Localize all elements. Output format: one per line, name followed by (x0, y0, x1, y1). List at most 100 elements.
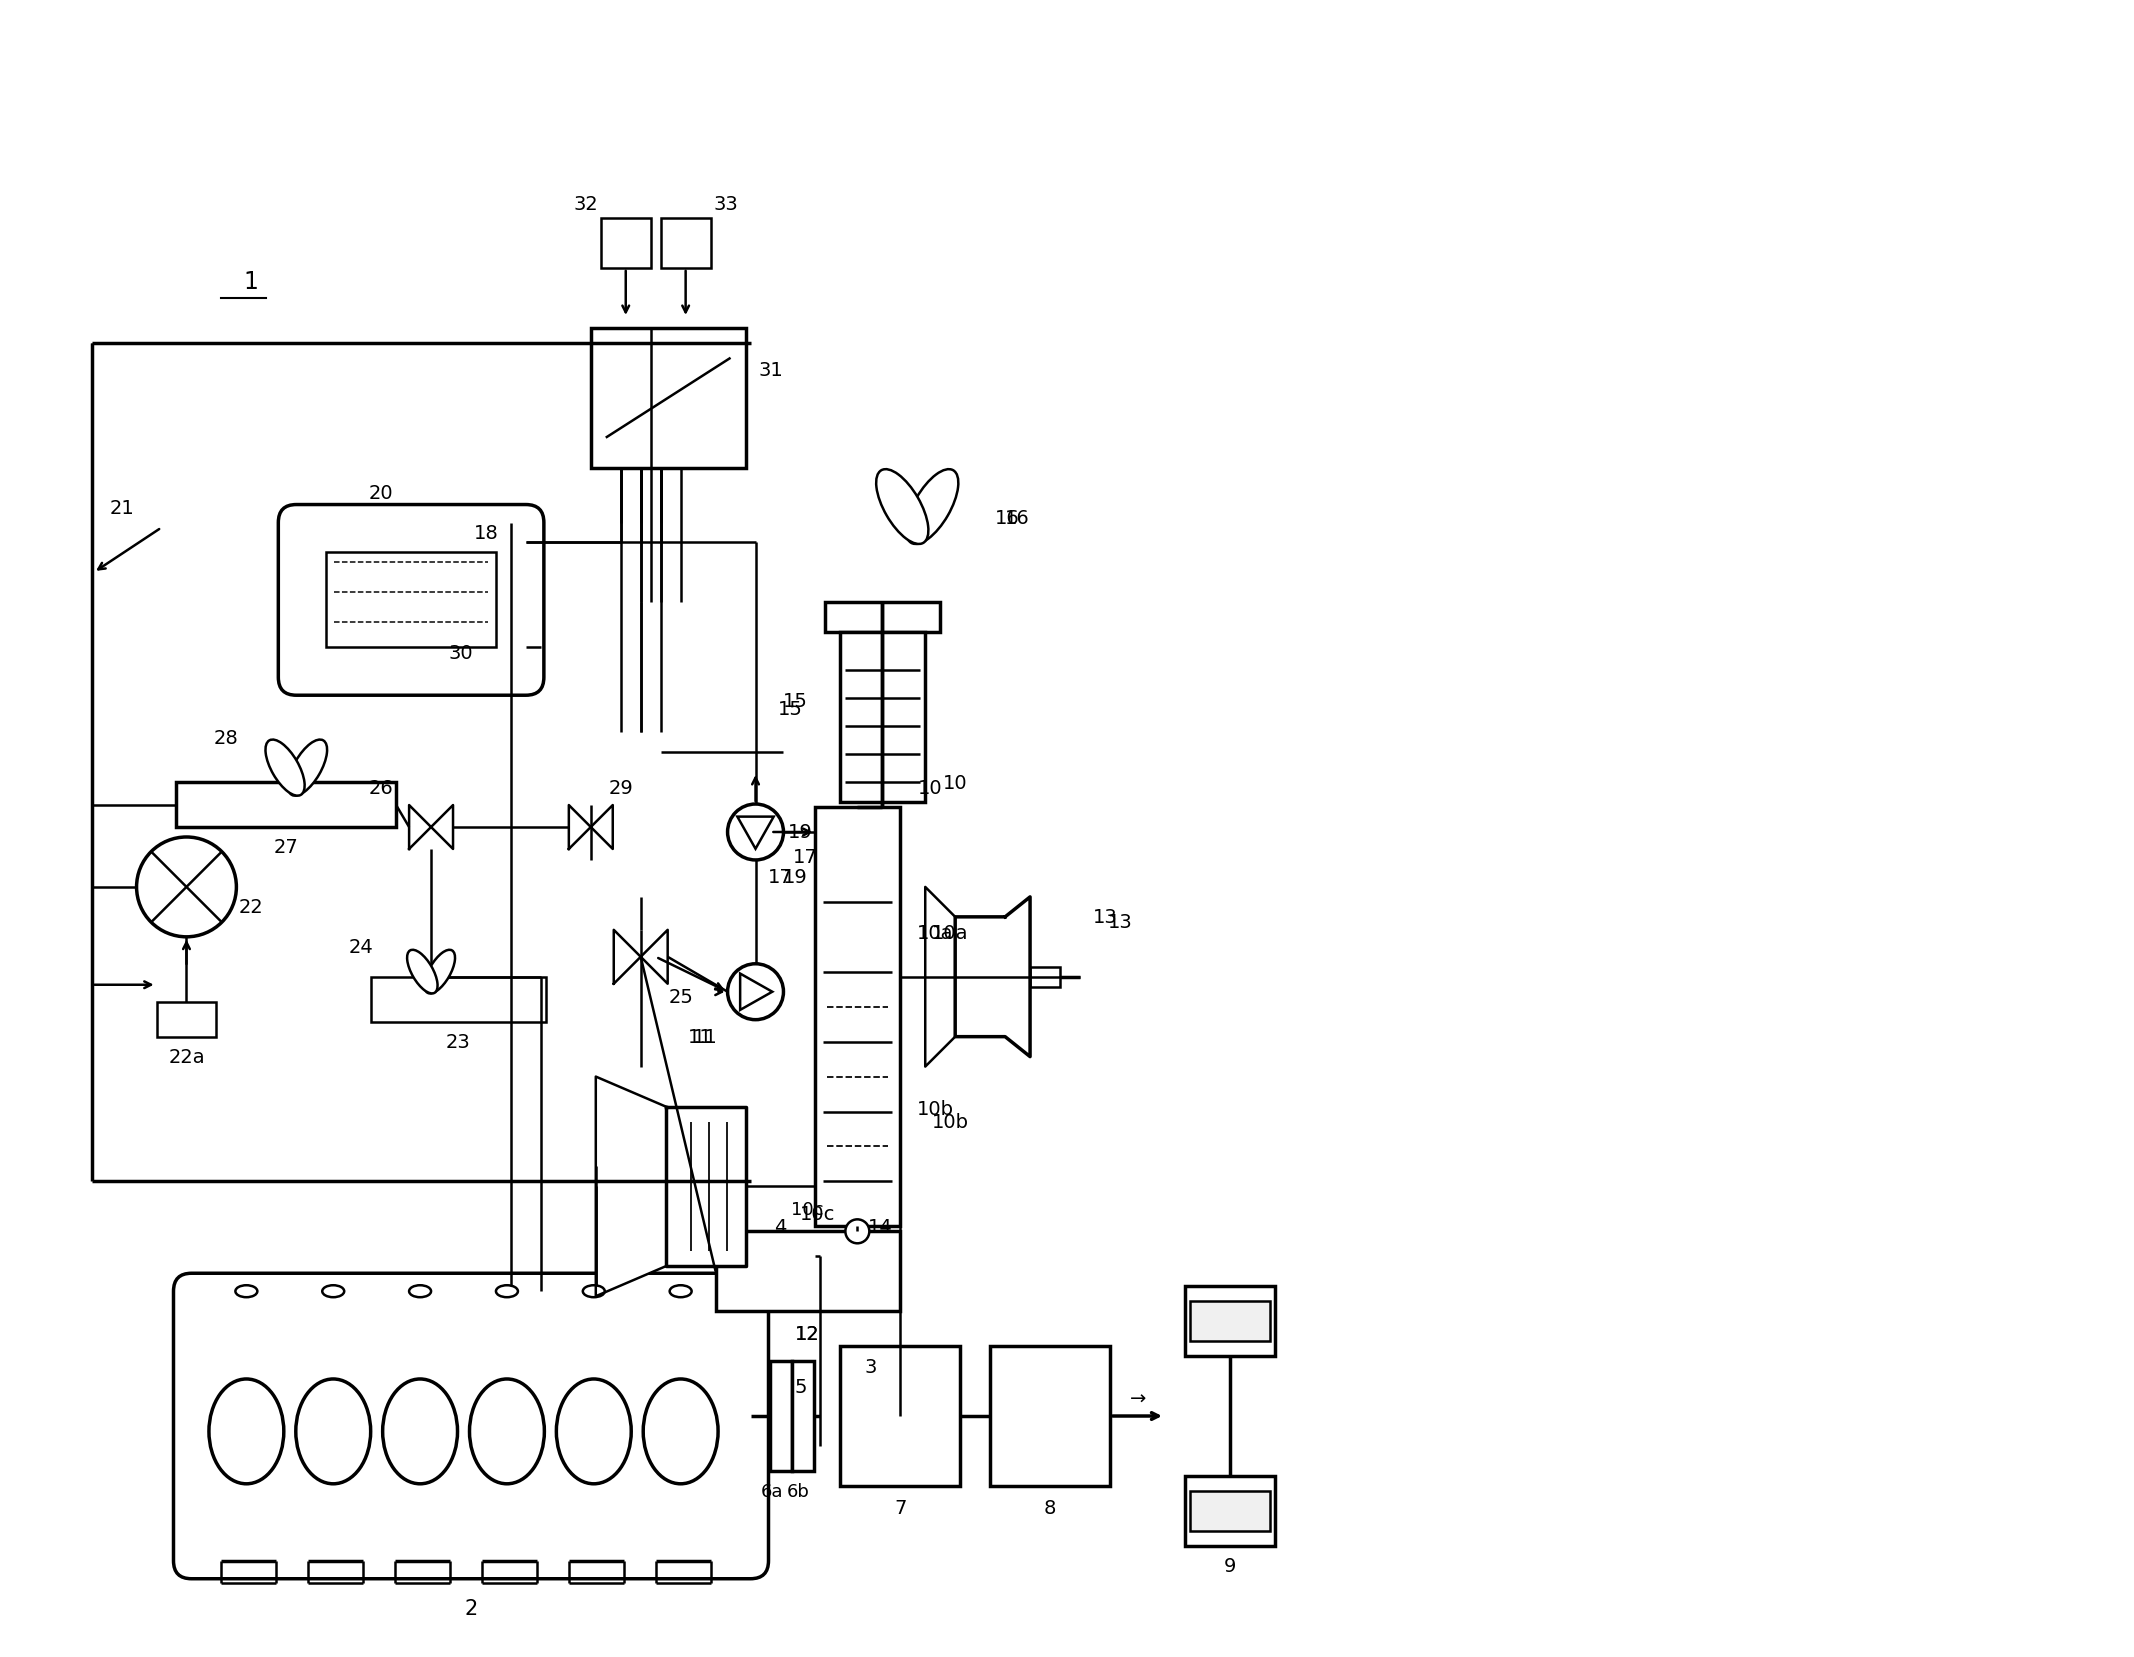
Ellipse shape (288, 741, 327, 797)
Text: 9: 9 (1223, 1556, 1236, 1576)
Ellipse shape (670, 1286, 691, 1297)
Text: 29: 29 (608, 779, 634, 797)
Text: 17: 17 (768, 868, 794, 886)
Text: 4: 4 (775, 1218, 787, 1236)
Text: 21: 21 (109, 499, 134, 517)
Text: 5: 5 (794, 1377, 807, 1395)
Bar (1191, 1491, 1270, 1531)
Text: 26: 26 (369, 779, 393, 797)
Circle shape (290, 782, 303, 794)
Bar (841, 1347, 960, 1486)
Bar (371, 978, 546, 1022)
Polygon shape (740, 974, 773, 1011)
Ellipse shape (235, 1286, 258, 1297)
Polygon shape (410, 805, 452, 850)
Ellipse shape (877, 471, 928, 545)
Bar (156, 1002, 216, 1037)
Bar (826, 603, 941, 633)
Text: 10: 10 (943, 774, 967, 792)
Text: 22: 22 (239, 898, 265, 916)
Text: 27: 27 (273, 838, 299, 857)
Text: 10a: 10a (933, 923, 969, 943)
Text: 19: 19 (787, 824, 813, 842)
Bar (177, 782, 397, 827)
Text: 31: 31 (758, 361, 783, 379)
Circle shape (425, 981, 437, 993)
Bar (1191, 1301, 1270, 1341)
Circle shape (137, 837, 237, 938)
Text: 6a: 6a (762, 1481, 783, 1500)
Text: 8: 8 (1044, 1498, 1056, 1518)
Bar (327, 553, 495, 648)
Text: 14: 14 (869, 1218, 892, 1236)
Circle shape (845, 1220, 869, 1243)
Bar (591, 328, 745, 469)
Bar (602, 219, 651, 268)
Text: 18: 18 (474, 524, 499, 543)
Text: 6b: 6b (787, 1481, 811, 1500)
Text: 12: 12 (796, 1324, 819, 1342)
Text: 16: 16 (994, 509, 1020, 527)
Ellipse shape (265, 741, 305, 797)
Polygon shape (956, 898, 1031, 1057)
Ellipse shape (907, 471, 958, 545)
Text: 10b: 10b (918, 1100, 954, 1118)
Text: 1: 1 (243, 270, 258, 293)
Text: 12: 12 (796, 1324, 819, 1342)
Text: 28: 28 (213, 727, 239, 747)
Ellipse shape (382, 1379, 457, 1485)
Ellipse shape (495, 1286, 519, 1297)
Bar (715, 1231, 901, 1311)
Ellipse shape (557, 1379, 632, 1485)
Circle shape (911, 527, 924, 539)
Text: 10b: 10b (933, 1112, 969, 1132)
Text: 3: 3 (864, 1357, 877, 1375)
Ellipse shape (642, 1379, 717, 1485)
Bar (1031, 968, 1061, 988)
Circle shape (728, 964, 783, 1021)
Polygon shape (738, 817, 775, 850)
Bar (1184, 1286, 1274, 1357)
Text: 10c: 10c (792, 1201, 824, 1218)
Text: 17: 17 (794, 848, 817, 867)
Polygon shape (926, 888, 956, 1067)
Bar (770, 1362, 792, 1471)
Text: 33: 33 (713, 194, 738, 214)
Text: 19: 19 (783, 868, 809, 886)
Text: →: → (1129, 1389, 1146, 1408)
Text: 30: 30 (448, 643, 474, 663)
Polygon shape (615, 930, 668, 984)
Text: 15: 15 (783, 691, 809, 711)
Bar (841, 633, 926, 802)
Text: 25: 25 (668, 988, 694, 1006)
Polygon shape (666, 1107, 745, 1266)
Text: 20: 20 (369, 484, 393, 502)
Bar (662, 219, 711, 268)
Text: 32: 32 (574, 194, 598, 214)
Text: 2: 2 (465, 1597, 478, 1617)
Ellipse shape (410, 1286, 431, 1297)
Polygon shape (595, 1077, 666, 1296)
Ellipse shape (209, 1379, 284, 1485)
Text: 7: 7 (894, 1498, 907, 1518)
Ellipse shape (322, 1286, 344, 1297)
Text: 23: 23 (446, 1032, 469, 1052)
Text: 11: 11 (689, 1027, 713, 1047)
Bar (1184, 1476, 1274, 1546)
Bar (990, 1347, 1110, 1486)
FancyBboxPatch shape (277, 505, 544, 696)
Ellipse shape (297, 1379, 371, 1485)
Circle shape (728, 805, 783, 860)
Ellipse shape (425, 949, 455, 994)
Text: 11: 11 (694, 1027, 717, 1047)
Text: 10: 10 (918, 779, 943, 797)
Ellipse shape (583, 1286, 604, 1297)
Ellipse shape (469, 1379, 544, 1485)
Polygon shape (570, 805, 612, 850)
Text: 16: 16 (1005, 509, 1029, 527)
Text: 10c: 10c (800, 1205, 834, 1223)
Text: 13: 13 (1093, 908, 1118, 926)
FancyBboxPatch shape (173, 1274, 768, 1579)
Ellipse shape (408, 949, 437, 994)
Text: 24: 24 (348, 938, 373, 956)
